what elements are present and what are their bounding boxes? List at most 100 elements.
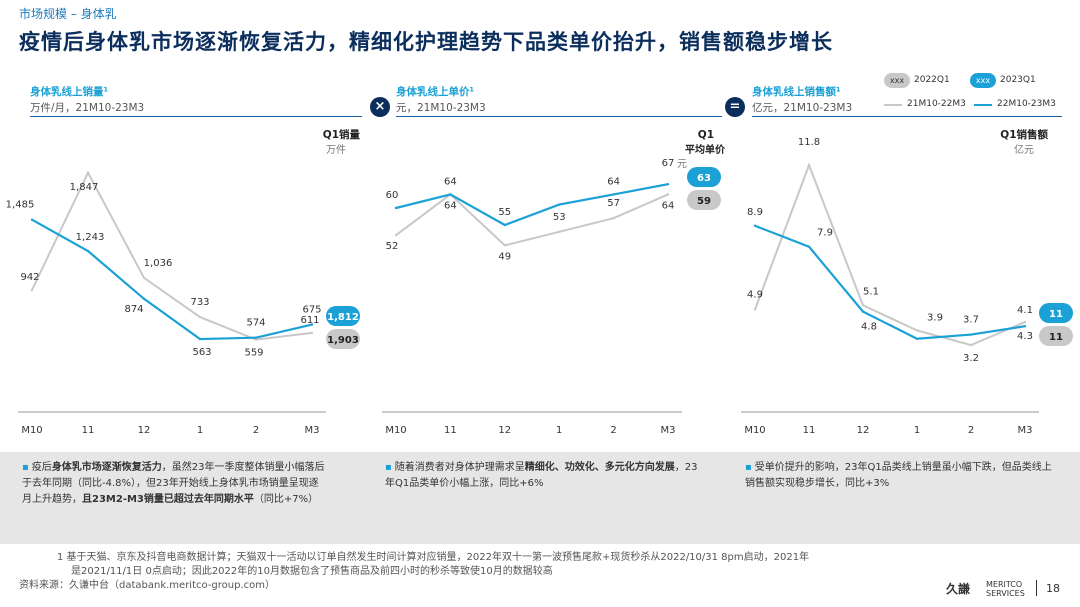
note-1-bold-b: 且23M2-M3销量已超过去年同期水平 [82, 494, 254, 505]
x-tick-label: 2 [253, 425, 259, 436]
q1-2023-pill [1039, 303, 1073, 323]
note-1-text-c: （同比+7%） [253, 494, 319, 505]
legend-2223-line [974, 104, 992, 106]
data-label: 563 [192, 347, 211, 358]
data-label: 8.9 [747, 207, 763, 218]
panel-2-unit: 元，21M10-23M3 [396, 102, 486, 114]
panel-2-divider [396, 116, 722, 117]
note-1-text-a: 疫后 [31, 462, 52, 473]
x-tick-label: 2 [968, 425, 974, 436]
data-point [142, 276, 146, 280]
series-line-22M10-23M3 [395, 183, 669, 227]
q1-2022-value: 59 [697, 196, 711, 207]
note-1: ▪ 疫后身体乳市场逐渐恢复活力，虽然23年一季度整体销量小幅落后于去年同期（同比-… [22, 460, 328, 508]
q1-2023-pill [687, 167, 721, 187]
bullet-icon: ▪ [385, 462, 392, 473]
data-label: 64 [607, 176, 620, 187]
legend-2023-label: 2023Q1 [1000, 75, 1036, 85]
data-label: 733 [190, 297, 209, 308]
panel-3-title: 身体乳线上销售额¹ [752, 86, 841, 98]
data-point [612, 217, 615, 220]
series-line-22M10-23M3 [31, 218, 313, 341]
data-label: 60 [386, 190, 399, 201]
data-label: 3.2 [963, 353, 979, 364]
panel-3-divider [752, 116, 1062, 117]
data-label: 7.9 [817, 228, 833, 239]
logo-line-2: SERVICES [986, 589, 1025, 598]
data-point [666, 183, 670, 186]
data-label: 49 [498, 251, 511, 262]
data-point [753, 224, 757, 227]
data-label: 64 [662, 200, 675, 211]
x-tick-label: 1 [197, 425, 203, 436]
data-point [449, 193, 452, 196]
data-label: 64 [444, 176, 457, 187]
q1-unit: 亿元 [1014, 143, 1034, 156]
data-label: 874 [124, 304, 143, 315]
data-point [1023, 320, 1027, 324]
data-point [142, 297, 146, 300]
footnote: 1 基于天猫、京东及抖音电商数据计算；天猫双十一活动以订单自然发生时间计算对应销… [19, 551, 809, 593]
x-tick-label: 12 [498, 425, 511, 436]
x-tick-label: 11 [444, 425, 457, 436]
data-point [807, 163, 811, 167]
data-point [254, 336, 258, 339]
data-label: 3.9 [927, 312, 943, 323]
data-point [254, 338, 258, 341]
equals-icon: = [725, 97, 745, 117]
q1-2023-pill [326, 306, 360, 326]
multiply-icon: × [370, 97, 390, 117]
note-2-text-a: 随着消费者对身体护理需求呈 [394, 462, 525, 473]
data-point [310, 331, 314, 335]
data-point [558, 230, 561, 233]
data-label: 574 [246, 318, 265, 329]
note-2-text-b: ，23年Q1品类单价小幅上涨，同比+6% [385, 462, 698, 489]
notes-band: ▪ 疫后身体乳市场逐渐恢复活力，虽然23年一季度整体销量小幅落后于去年同期（同比-… [0, 452, 1080, 544]
q1-2022-pill [1039, 326, 1073, 346]
page-title: 疫情后身体乳市场逐渐恢复活力，精细化护理趋势下品类单价抬升，销售额稳步增长 [19, 30, 833, 54]
q1-unit: 万件 [326, 144, 346, 156]
charts-canvas: M10 11 12 1 2 M39421,8471,0367335596111,4851,… [6, 128, 1073, 436]
q1-2023-value: 11 [1049, 309, 1063, 320]
series-line-21M10-22M3 [31, 170, 313, 341]
data-label: 57 [607, 198, 620, 209]
x-tick-label: M3 [1018, 425, 1033, 436]
note-1-bold-a: 身体乳市场逐渐恢复活力 [51, 462, 162, 473]
x-tick-label: 1 [914, 425, 920, 436]
data-point [30, 288, 34, 292]
q1-label-2: 平均单价 [685, 143, 726, 156]
page-number: 18 [1046, 582, 1060, 595]
data-label: 4.9 [747, 289, 763, 300]
footnote-line-2: 是2021/11/1日 0点启动；因此2022年的10月数据包含了预售商品及前四… [71, 566, 553, 577]
logo-mark: 久謙 [946, 582, 971, 596]
data-point [861, 304, 865, 307]
data-point [394, 206, 398, 210]
note-2-bold-a: 精细化、功效化、多元化方向发展 [524, 462, 675, 473]
data-label: 64 [444, 200, 457, 211]
x-tick-label: 11 [803, 425, 816, 436]
data-label: 675 [302, 305, 321, 316]
panel-3-unit: 亿元，21M10-23M3 [752, 102, 853, 114]
note-3: ▪ 受单价提升的影响，23年Q1品类线上销量虽小幅下跌，但品类线上销售额实现稳步增… [745, 460, 1055, 492]
q1-2022-pill [687, 190, 721, 210]
data-point [198, 337, 202, 341]
data-label: 942 [20, 272, 39, 283]
data-point [915, 329, 919, 332]
data-label: 559 [244, 348, 263, 359]
data-point [503, 244, 506, 247]
x-tick-label: 2 [610, 425, 616, 436]
x-tick-label: M10 [385, 425, 406, 436]
logo-text: MERITCO SERVICES [986, 580, 1025, 598]
panel-1-divider [30, 116, 362, 117]
series-line-21M10-22M3 [754, 162, 1026, 347]
legend-2223-label: 22M10-23M3 [997, 99, 1056, 109]
x-tick-label: M10 [744, 425, 765, 436]
data-point [394, 234, 398, 237]
x-tick-label: M10 [21, 425, 42, 436]
data-point [612, 193, 615, 196]
logo-divider [1036, 580, 1037, 596]
data-label: 4.3 [1017, 331, 1033, 342]
logo-line-1: MERITCO [986, 580, 1023, 589]
legend-2022-label: 2022Q1 [914, 75, 950, 85]
note-1-text-b: ，虽然23年一季度整体销量小幅落后于去年同期（同比-4.8%），但23年开始线上… [22, 462, 325, 505]
